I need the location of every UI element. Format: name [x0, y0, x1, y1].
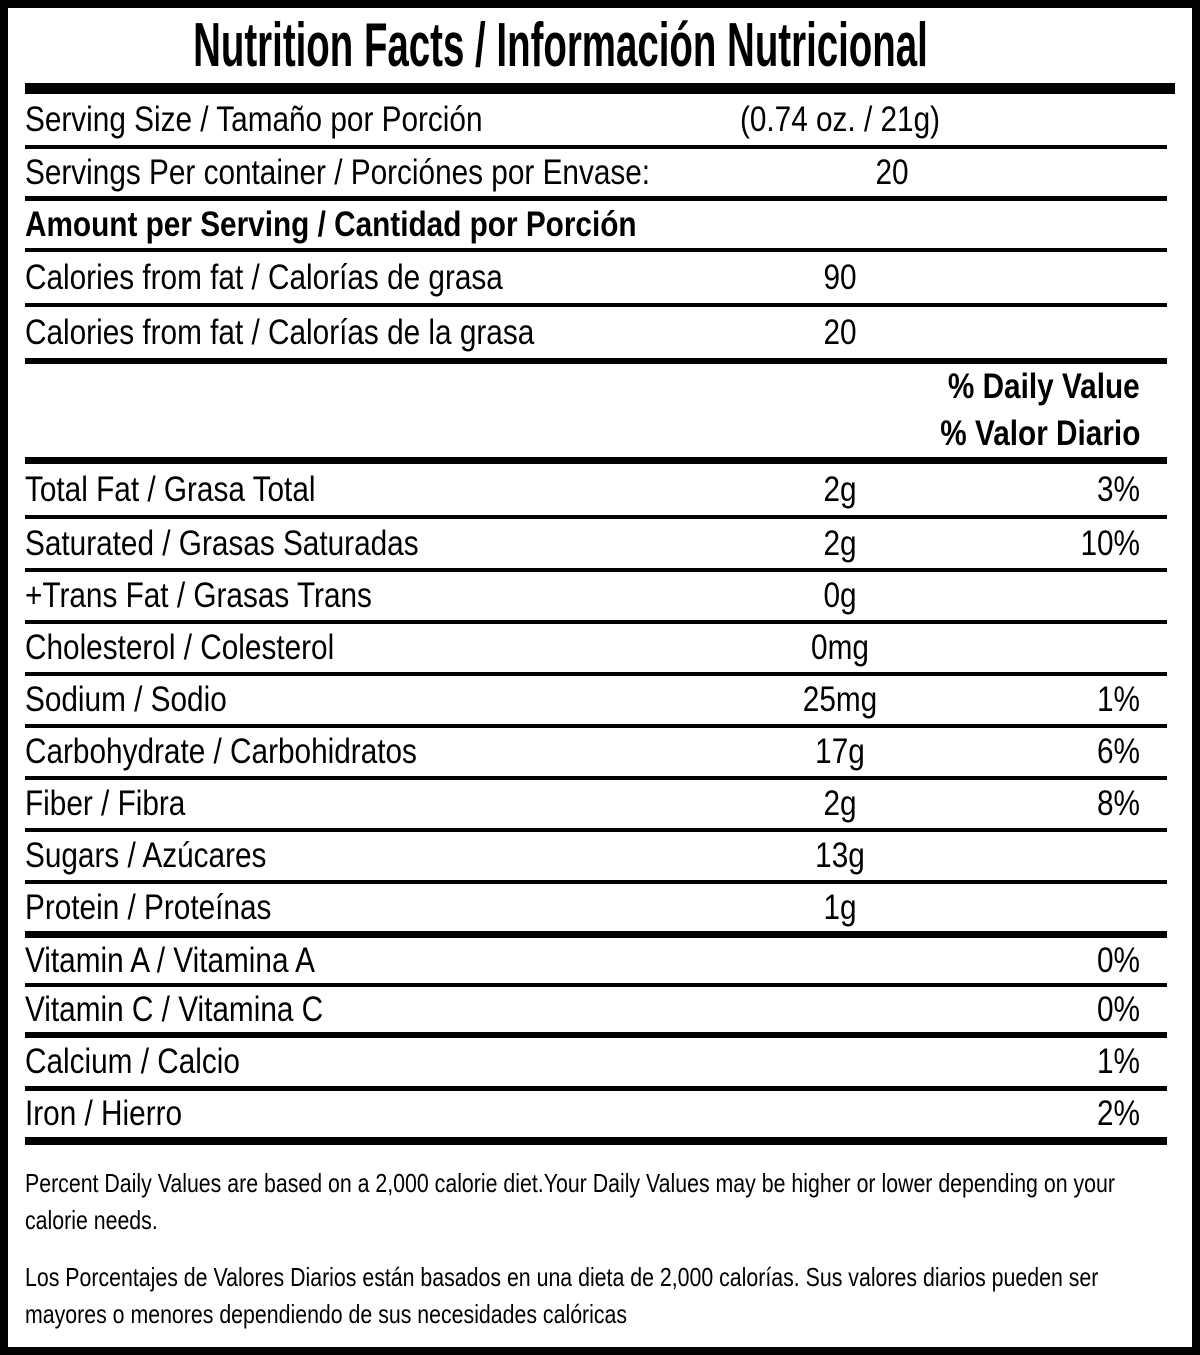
serving-size-row: Serving Size / Tamaño por Porción (0.74 … — [8, 94, 1192, 145]
nutrient-dv: 3% — [1096, 469, 1140, 509]
nutrient-amount: 2g — [823, 469, 857, 509]
footnote-spanish: Los Porcentajes de Valores Diarios están… — [8, 1259, 1192, 1333]
footnote-english-line-2: calorie needs. — [25, 1205, 158, 1235]
label-header: Nutrition Facts / Información Nutriciona… — [8, 8, 1192, 83]
nutrient-row-cholesterol: Cholesterol / Colesterol 0mg — [8, 624, 1192, 672]
calories-from-fat-label: Calories from fat / Calorías de la grasa — [25, 312, 535, 352]
nutrient-amount: 17g — [815, 732, 865, 771]
divider — [25, 724, 1167, 728]
divider — [25, 1137, 1167, 1145]
nutrient-label: Carbohydrate / Carbohidratos — [25, 732, 417, 771]
nutrient-row-sodium: Sodium / Sodio 25mg 1% — [8, 676, 1192, 724]
divider — [25, 196, 1167, 201]
divider — [25, 1086, 1167, 1091]
nutrient-label: Iron / Hierro — [25, 1094, 183, 1133]
divider — [25, 931, 1167, 938]
nutrient-amount: 13g — [815, 836, 865, 875]
divider — [25, 568, 1167, 572]
nutrient-row-sugars: Sugars / Azúcares 13g — [8, 832, 1192, 880]
nutrient-label: +Trans Fat / Grasas Trans — [25, 576, 372, 615]
amount-per-serving-label: Amount per Serving / Cantidad por Porció… — [25, 204, 637, 244]
divider — [25, 620, 1167, 624]
nutrient-row-iron: Iron / Hierro 2% — [8, 1091, 1192, 1137]
divider — [25, 145, 1167, 149]
divider — [25, 983, 1167, 987]
nutrient-dv: 6% — [1096, 732, 1140, 771]
amount-per-serving-header: Amount per Serving / Cantidad por Porció… — [8, 201, 1192, 248]
servings-per-container-row: Servings Per container / Porciónes por E… — [8, 149, 1192, 196]
nutrient-label: Saturated / Grasas Saturadas — [25, 523, 419, 563]
calories-row: Calories from fat / Calorías de grasa 90 — [8, 252, 1192, 303]
divider — [25, 515, 1167, 519]
label-title: Nutrition Facts / Información Nutriciona… — [192, 11, 928, 80]
nutrient-dv: 0% — [1096, 940, 1140, 980]
footnote-spanish-line-1: Los Porcentajes de Valores Diarios están… — [25, 1262, 1099, 1292]
nutrient-row-carbohydrate: Carbohydrate / Carbohidratos 17g 6% — [8, 728, 1192, 776]
nutrient-label: Vitamin A / Vitamina A — [25, 940, 315, 980]
nutrient-dv: 1% — [1096, 680, 1140, 719]
nutrient-label: Cholesterol / Colesterol — [25, 628, 335, 667]
calories-value: 90 — [823, 257, 857, 297]
nutrient-row-protein: Protein / Proteínas 1g — [8, 884, 1192, 931]
nutrient-amount: 0mg — [811, 628, 869, 667]
daily-value-header-es-text: % Valor Diario — [939, 413, 1140, 453]
nutrient-amount: 2g — [823, 784, 857, 823]
nutrient-dv: 1% — [1096, 1042, 1140, 1081]
nutrient-row-saturated-fat: Saturated / Grasas Saturadas 2g 10% — [8, 519, 1192, 568]
nutrient-label: Sugars / Azúcares — [25, 836, 267, 875]
serving-size-value: (0.74 oz. / 21g) — [739, 99, 941, 139]
footnote-english-line-1: Percent Daily Values are based on a 2,00… — [25, 1168, 1115, 1198]
daily-value-header-en-text: % Daily Value — [948, 367, 1140, 406]
divider — [25, 1032, 1167, 1038]
divider — [25, 457, 1167, 464]
nutrient-label: Calcium / Calcio — [25, 1042, 240, 1081]
nutrient-amount: 1g — [823, 887, 857, 927]
serving-size-label: Serving Size / Tamaño por Porción — [25, 99, 483, 139]
nutrient-dv: 0% — [1096, 989, 1140, 1029]
nutrient-row-total-fat: Total Fat / Grasa Total 2g 3% — [8, 464, 1192, 515]
title-thick-bar — [25, 83, 1175, 94]
calories-label: Calories from fat / Calorías de grasa — [25, 257, 503, 297]
divider — [25, 776, 1167, 780]
nutrient-row-fiber: Fiber / Fibra 2g 8% — [8, 780, 1192, 828]
servings-per-container-value: 20 — [875, 152, 909, 192]
nutrient-row-calcium: Calcium / Calcio 1% — [8, 1038, 1192, 1086]
divider — [25, 248, 1167, 252]
nutrient-label: Total Fat / Grasa Total — [25, 469, 316, 509]
nutrient-amount: 0g — [823, 576, 857, 615]
nutrient-row-vitamin-a: Vitamin A / Vitamina A 0% — [8, 938, 1192, 983]
nutrient-row-vitamin-c: Vitamin C / Vitamina C 0% — [8, 987, 1192, 1032]
divider — [25, 880, 1167, 884]
nutrient-row-trans-fat: +Trans Fat / Grasas Trans 0g — [8, 572, 1192, 620]
nutrient-dv: 2% — [1096, 1094, 1140, 1133]
daily-value-header-es: % Valor Diario — [8, 410, 1192, 457]
divider — [25, 672, 1167, 676]
daily-value-header-en: % Daily Value — [8, 364, 1192, 410]
footnote-english: Percent Daily Values are based on a 2,00… — [8, 1165, 1192, 1239]
nutrient-amount: 25mg — [802, 680, 878, 719]
divider — [25, 828, 1167, 832]
calories-from-fat-row: Calories from fat / Calorías de la grasa… — [8, 307, 1192, 358]
nutrient-label: Fiber / Fibra — [25, 784, 186, 823]
footnote-spanish-line-2: mayores o menores dependiendo de sus nec… — [25, 1299, 628, 1329]
nutrient-label: Protein / Proteínas — [25, 887, 272, 927]
nutrient-dv: 10% — [1080, 523, 1140, 563]
divider — [25, 303, 1167, 307]
nutrient-amount: 2g — [823, 523, 857, 563]
nutrient-dv: 8% — [1096, 784, 1140, 823]
servings-per-container-label: Servings Per container / Porciónes por E… — [25, 152, 651, 192]
calories-from-fat-value: 20 — [823, 312, 857, 352]
divider — [25, 358, 1167, 364]
nutrient-label: Sodium / Sodio — [25, 680, 227, 719]
nutrient-label: Vitamin C / Vitamina C — [25, 989, 324, 1029]
